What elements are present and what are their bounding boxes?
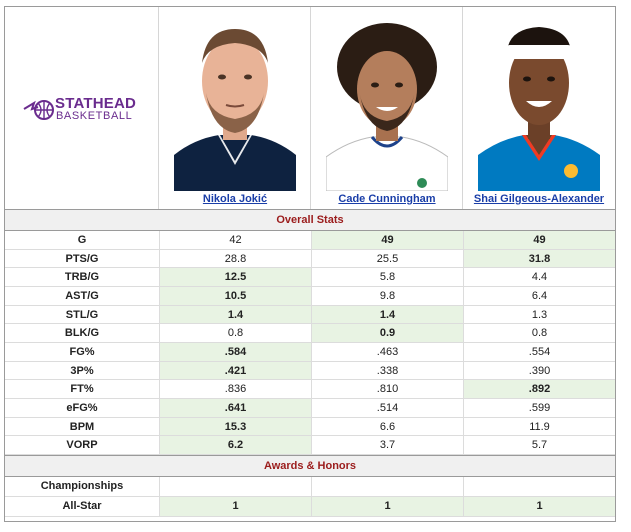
player-link-gilgeous-alexander[interactable]: Shai Gilgeous-Alexander	[473, 193, 605, 205]
logo-text-stathead: STATHEAD	[55, 95, 137, 112]
stat-value-player-3: 5.7	[463, 436, 615, 455]
player-column-3: Shai Gilgeous-Alexander	[463, 7, 615, 209]
stat-row-bpm: BPM 15.3 6.6 11.9	[5, 417, 615, 437]
player-header: STATHEAD BASKETBALL Nikola Jokić	[5, 7, 615, 209]
stat-value-player-2: 1	[311, 497, 463, 516]
player-link-jokic[interactable]: Nikola Jokić	[202, 193, 268, 205]
stat-row-efg-: eFG% .641.514.599	[5, 399, 615, 418]
stat-label: VORP	[66, 439, 98, 452]
basketball-logo-icon	[23, 100, 54, 120]
stat-label: AST/G	[65, 290, 99, 302]
stat-label: BPM	[69, 420, 95, 433]
stat-value-player-1: 15.3	[159, 417, 311, 436]
stat-value-player-2: 3.7	[311, 436, 463, 455]
stat-value-player-3: 49	[463, 231, 615, 249]
stat-value-player-2: 25.5	[311, 249, 463, 268]
stat-value-player-1: 10.5	[159, 287, 311, 305]
stat-row-pts-g: PTS/G 28.8 25.5 31.8	[5, 249, 615, 269]
stat-value-player-1: .836	[159, 380, 311, 399]
stat-value-player-1: 42	[159, 231, 311, 249]
player-photo-jokic	[174, 15, 296, 191]
stat-value-player-2	[311, 477, 463, 496]
stat-row-stl-g: STL/G 1.4 1.4 1.3	[5, 305, 615, 325]
stat-value-player-3: 0.8	[463, 324, 615, 342]
stat-row-vorp: VORP 6.2 3.7 5.7	[5, 436, 615, 456]
player-column-2: Cade Cunningham	[311, 7, 463, 209]
section-awards: Awards & Honors	[5, 455, 615, 477]
stat-value-player-1: 6.2	[159, 436, 311, 455]
stat-label: FT%	[70, 383, 94, 396]
stat-row-blk-g: BLK/G 0.8 0.9 0.8	[5, 324, 615, 343]
stat-value-player-1: 12.5	[159, 268, 311, 286]
player-column-1: Nikola Jokić	[159, 7, 311, 209]
stat-value-player-2: 6.6	[311, 417, 463, 436]
stat-label: STL/G	[65, 308, 99, 321]
stat-row-3p-: 3P% .421.338.390	[5, 361, 615, 381]
stat-value-player-3: .390	[463, 361, 615, 380]
stathead-logo[interactable]: STATHEAD BASKETBALL	[22, 95, 152, 125]
stat-value-player-3: 4.4	[463, 268, 615, 286]
stat-value-player-2: .463	[311, 343, 463, 361]
stat-value-player-1: .421	[159, 361, 311, 380]
stat-value-player-1	[159, 477, 311, 496]
stat-value-player-2: 9.8	[311, 287, 463, 305]
stat-value-player-3	[463, 477, 615, 496]
stat-value-player-2: 5.8	[311, 268, 463, 286]
stat-value-player-1: .584	[159, 343, 311, 361]
stat-label: TRB/G	[64, 271, 100, 284]
stat-value-player-1: 1	[159, 497, 311, 516]
stat-row-all-star: All-Star 1 1 1	[5, 497, 615, 517]
stat-value-player-3: 31.8	[463, 249, 615, 268]
stat-value-player-1: .641	[159, 399, 311, 417]
stat-label: All-Star	[62, 500, 102, 512]
stat-value-player-2: 0.9	[311, 324, 463, 342]
stat-value-player-1: 0.8	[159, 324, 311, 342]
comparison-table: STATHEAD BASKETBALL Nikola Jokić	[4, 6, 616, 522]
stat-value-player-2: .514	[311, 399, 463, 417]
stat-value-player-3: .599	[463, 399, 615, 417]
stat-row-fg-: FG% .584.463.554	[5, 343, 615, 362]
stat-label: Championships	[40, 480, 124, 492]
stat-value-player-3: 1.3	[463, 305, 615, 324]
logo-text-basketball: BASKETBALL	[56, 110, 133, 122]
stat-value-player-2: 49	[311, 231, 463, 249]
stat-row-ast-g: AST/G 10.5 9.8 6.4	[5, 287, 615, 306]
section-overall-stats: Overall Stats	[5, 209, 615, 231]
stat-value-player-1: 28.8	[159, 249, 311, 268]
stat-value-player-3: .554	[463, 343, 615, 361]
stat-value-player-2: .338	[311, 361, 463, 380]
stat-value-player-2: .810	[311, 380, 463, 399]
stat-label: G	[77, 234, 87, 246]
stat-value-player-3: 6.4	[463, 287, 615, 305]
stat-row-ft-: FT% .836.810.892	[5, 380, 615, 400]
stat-label: BLK/G	[64, 327, 100, 340]
stat-label: FG%	[69, 346, 95, 359]
player-photo-gilgeous-alexander	[478, 15, 600, 191]
stat-label: 3P%	[70, 364, 94, 377]
stat-value-player-3: .892	[463, 380, 615, 399]
stat-row-g: G 42 49 49	[5, 231, 615, 250]
stat-value-player-2: 1.4	[311, 305, 463, 324]
stat-label: PTS/G	[65, 252, 99, 265]
player-link-cunningham[interactable]: Cade Cunningham	[338, 193, 436, 205]
stat-value-player-1: 1.4	[159, 305, 311, 324]
stat-row-championships: Championships	[5, 477, 615, 497]
stat-label: eFG%	[66, 402, 98, 415]
stat-row-trb-g: TRB/G 12.5 5.8 4.4	[5, 268, 615, 287]
stat-value-player-3: 11.9	[463, 417, 615, 436]
stat-value-player-3: 1	[463, 497, 615, 516]
player-photo-cunningham	[326, 15, 448, 191]
